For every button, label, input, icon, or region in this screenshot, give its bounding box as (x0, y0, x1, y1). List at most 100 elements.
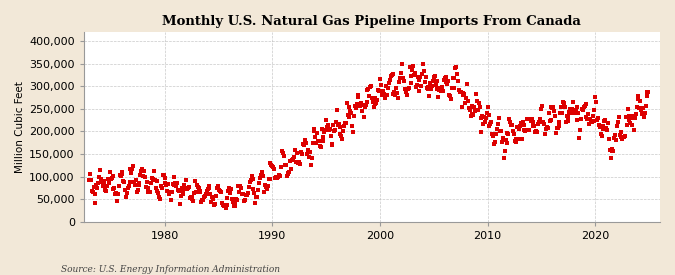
Point (370, 96, 381, 101)
Point (377, 93, 387, 97)
Point (203, 184, 214, 188)
Point (641, 104, 651, 109)
Point (612, 124, 622, 128)
Point (348, 130, 358, 134)
Point (464, 108, 475, 113)
Point (145, 190, 156, 194)
Point (339, 124, 350, 128)
Point (182, 186, 193, 190)
Point (400, 87, 410, 91)
Point (317, 127, 327, 131)
Point (321, 125, 332, 130)
Point (146, 181, 157, 185)
Point (611, 138, 622, 143)
Point (288, 154, 299, 159)
Point (167, 182, 178, 186)
Point (241, 192, 252, 197)
Point (87, 190, 98, 194)
Point (363, 87, 374, 91)
Point (566, 107, 577, 111)
Point (346, 111, 356, 116)
Point (194, 188, 205, 193)
Point (279, 154, 290, 159)
Point (340, 121, 350, 125)
Point (155, 197, 165, 201)
Point (481, 116, 491, 120)
Point (159, 173, 169, 178)
Point (213, 184, 224, 188)
Point (138, 169, 149, 174)
Point (620, 115, 631, 120)
Point (450, 66, 461, 70)
Point (312, 130, 323, 135)
Point (625, 121, 636, 125)
Point (636, 108, 647, 112)
Point (590, 95, 601, 99)
Point (397, 62, 408, 66)
Point (513, 137, 524, 141)
Point (535, 107, 546, 111)
Point (97, 184, 108, 188)
Point (277, 151, 288, 155)
Point (323, 128, 334, 133)
Point (587, 114, 598, 118)
Point (188, 199, 198, 204)
Point (537, 104, 548, 109)
Point (477, 114, 488, 118)
Point (585, 117, 595, 122)
Point (130, 178, 141, 182)
Point (181, 178, 192, 182)
Point (493, 122, 504, 126)
Point (472, 99, 483, 103)
Point (517, 120, 528, 124)
Point (470, 109, 481, 113)
Point (319, 130, 330, 134)
Point (336, 134, 347, 138)
Point (217, 201, 227, 205)
Point (217, 203, 228, 207)
Point (502, 131, 513, 136)
Point (541, 124, 552, 129)
Point (236, 186, 246, 191)
Point (285, 159, 296, 163)
Point (516, 121, 526, 125)
Point (440, 75, 451, 79)
Point (410, 71, 421, 76)
Point (281, 173, 292, 178)
Point (595, 125, 605, 129)
Point (617, 137, 628, 142)
Point (581, 102, 592, 106)
Point (128, 164, 138, 168)
Point (239, 199, 250, 203)
Point (100, 188, 111, 192)
Point (482, 105, 493, 109)
Point (335, 132, 346, 136)
Point (121, 194, 132, 199)
Point (414, 78, 425, 82)
Point (86, 189, 97, 193)
Point (95, 168, 105, 172)
Point (273, 173, 284, 177)
Point (216, 190, 227, 194)
Point (293, 161, 304, 165)
Point (320, 128, 331, 132)
Point (238, 199, 249, 203)
Point (302, 152, 313, 156)
Point (533, 121, 543, 126)
Point (415, 75, 426, 79)
Point (366, 84, 377, 88)
Point (462, 81, 472, 86)
Point (614, 115, 624, 120)
Point (416, 72, 427, 76)
Point (127, 167, 138, 172)
Point (267, 163, 277, 168)
Point (443, 93, 454, 98)
Point (476, 130, 487, 135)
Point (410, 85, 421, 89)
Point (443, 79, 454, 83)
Point (249, 191, 260, 196)
Point (427, 84, 437, 88)
Point (271, 175, 281, 179)
Point (340, 121, 351, 125)
Point (314, 139, 325, 143)
